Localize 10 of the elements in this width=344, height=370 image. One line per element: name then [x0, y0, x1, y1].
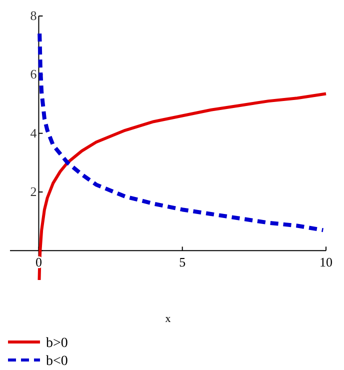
y-tick-label: 4	[30, 125, 38, 140]
x-axis-title: x	[165, 313, 172, 325]
x-tick-label: 10	[320, 254, 332, 270]
y-tick-label: 2	[30, 184, 37, 199]
line-series	[38, 32, 326, 232]
legend-label: b<0	[46, 354, 68, 369]
legend-label: b>0	[46, 336, 68, 351]
y-tick-label: 8	[30, 8, 37, 23]
x-tick-label: 5	[179, 254, 186, 270]
y-tick-label: 6	[30, 66, 38, 82]
